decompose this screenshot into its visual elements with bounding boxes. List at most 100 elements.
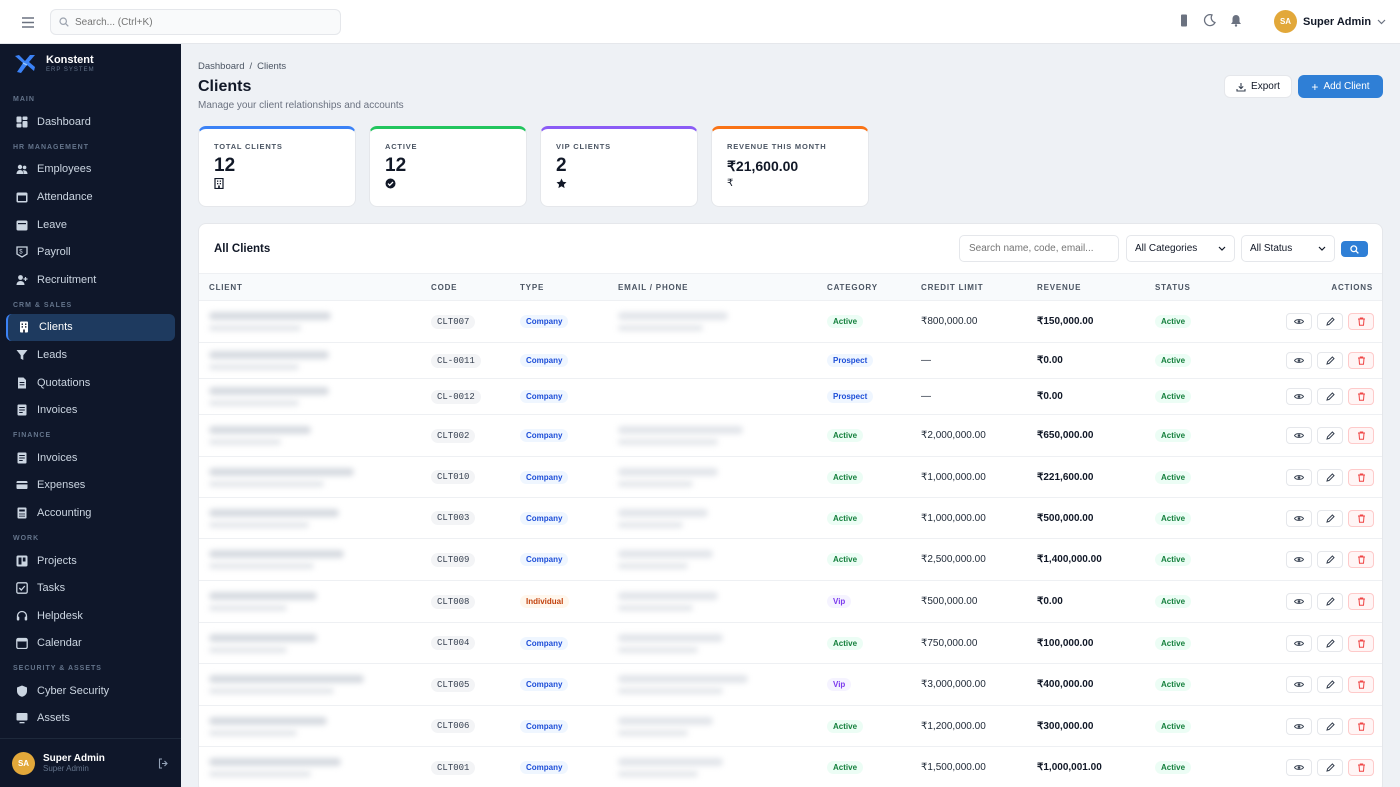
check-circle-icon	[385, 178, 396, 189]
sidebar-item-helpdesk[interactable]: Helpdesk	[6, 602, 175, 630]
breadcrumb-dashboard[interactable]: Dashboard	[198, 61, 245, 72]
global-search[interactable]	[50, 9, 341, 35]
sidebar-item-label: Tasks	[37, 582, 66, 595]
delete-button[interactable]	[1348, 388, 1374, 405]
sidebar-item-calendar[interactable]: Calendar	[6, 630, 175, 658]
view-button[interactable]	[1286, 676, 1312, 693]
view-button[interactable]	[1286, 388, 1312, 405]
table-row[interactable]: CLT009 Company Active ₹2,500,000.00 ₹1,400,0…	[199, 538, 1382, 581]
logout-icon[interactable]	[158, 757, 169, 769]
sidebar-item-assets[interactable]: Assets	[6, 705, 175, 733]
edit-button[interactable]	[1317, 634, 1343, 652]
user-menu[interactable]: SA Super Admin	[1274, 10, 1386, 33]
sidebar-item-accounting[interactable]: Accounting	[6, 499, 175, 527]
table-row[interactable]: CLT007 Company Active ₹800,000.00 ₹150,000.0…	[199, 300, 1382, 343]
sidebar-item-expenses[interactable]: Expenses	[6, 472, 175, 500]
table-row[interactable]: CLT003 Company Active ₹1,000,000.00 ₹500,000…	[199, 497, 1382, 539]
table-row[interactable]: CL-0012 Company Prospect — ₹0.00 Active	[199, 378, 1382, 415]
brand[interactable]: Konstent ERP SYSTEM	[13, 52, 95, 76]
table-row[interactable]: CLT010 Company Active ₹1,000,000.00 ₹221,600…	[199, 456, 1382, 498]
view-button[interactable]	[1286, 468, 1312, 486]
svg-text:$: $	[19, 250, 23, 256]
table-row[interactable]: CL-0011 Company Prospect — ₹0.00 Active	[199, 342, 1382, 379]
edit-button[interactable]	[1317, 676, 1343, 693]
view-button[interactable]	[1286, 313, 1312, 330]
client-code: CLT004	[431, 636, 476, 650]
delete-button[interactable]	[1348, 593, 1374, 610]
edit-button[interactable]	[1317, 468, 1343, 486]
export-button[interactable]: Export	[1224, 75, 1292, 98]
delete-button[interactable]	[1348, 759, 1374, 776]
view-button[interactable]	[1286, 551, 1312, 568]
sidebar-item-leave[interactable]: Leave	[6, 211, 175, 239]
edit-button[interactable]	[1317, 352, 1343, 369]
view-button[interactable]	[1286, 509, 1312, 527]
table-row[interactable]: CLT006 Company Active ₹1,200,000.00 ₹300,000…	[199, 705, 1382, 747]
actions-cell	[1245, 342, 1382, 379]
view-button[interactable]	[1286, 593, 1312, 610]
search-button[interactable]	[1341, 241, 1368, 257]
view-button[interactable]	[1286, 634, 1312, 652]
logo-icon	[15, 55, 35, 73]
status-filter[interactable]: All Status	[1241, 235, 1335, 262]
edit-button[interactable]	[1317, 759, 1343, 776]
dark-mode-icon[interactable]	[1203, 14, 1216, 27]
delete-button[interactable]	[1348, 427, 1374, 444]
view-button[interactable]	[1286, 759, 1312, 776]
delete-button[interactable]	[1348, 634, 1374, 652]
sidebar-item-invoices[interactable]: Invoices	[6, 396, 175, 424]
add-client-button[interactable]: + Add Client	[1298, 75, 1383, 98]
mobile-icon[interactable]	[1179, 14, 1189, 27]
code-cell: CLT007	[431, 300, 520, 343]
table-row[interactable]: CLT005 Company Vip ₹3,000,000.00 ₹400,000.00…	[199, 663, 1382, 706]
sidebar-item-recruitment[interactable]: Recruitment	[6, 266, 175, 294]
edit-button[interactable]	[1317, 593, 1343, 610]
edit-button[interactable]	[1317, 717, 1343, 735]
sidebar-item-cyber-security[interactable]: Cyber Security	[6, 677, 175, 705]
delete-button[interactable]	[1348, 509, 1374, 527]
sidebar-item-dashboard[interactable]: Dashboard	[6, 108, 175, 136]
sidebar-item-tasks[interactable]: Tasks	[6, 574, 175, 602]
revenue: ₹221,600.00	[1037, 456, 1155, 498]
delete-button[interactable]	[1348, 551, 1374, 568]
edit-button[interactable]	[1317, 509, 1343, 527]
trash-icon	[1357, 639, 1365, 648]
table-search-input[interactable]	[959, 235, 1119, 262]
table-row[interactable]: CLT001 Company Active ₹1,500,000.00 ₹1,000,0…	[199, 746, 1382, 787]
menu-icon[interactable]	[22, 15, 34, 33]
delete-button[interactable]	[1348, 676, 1374, 693]
sidebar-item-invoices[interactable]: Invoices	[6, 444, 175, 472]
edit-button[interactable]	[1317, 313, 1343, 330]
sidebar-item-employees[interactable]: Employees	[6, 156, 175, 184]
sidebar-item-leads[interactable]: Leads	[6, 341, 175, 369]
view-button[interactable]	[1286, 717, 1312, 735]
search-icon	[1350, 244, 1359, 254]
edit-button[interactable]	[1317, 388, 1343, 405]
view-button[interactable]	[1286, 352, 1312, 369]
delete-button[interactable]	[1348, 468, 1374, 486]
category-filter[interactable]: All Categories	[1126, 235, 1235, 262]
delete-button[interactable]	[1348, 717, 1374, 735]
search-icon	[59, 17, 69, 27]
sidebar-item-clients[interactable]: Clients	[6, 313, 175, 342]
sidebar-item-payroll[interactable]: $ Payroll	[6, 238, 175, 266]
table-row[interactable]: CLT008 Individual Vip ₹500,000.00 ₹0.00 Activ…	[199, 580, 1382, 623]
sidebar-item-label: Payroll	[37, 246, 71, 259]
edit-button[interactable]	[1317, 427, 1343, 444]
delete-button[interactable]	[1348, 313, 1374, 330]
pencil-icon	[1325, 638, 1335, 648]
sidebar-item-attendance[interactable]: Attendance	[6, 183, 175, 211]
view-button[interactable]	[1286, 427, 1312, 444]
bell-icon[interactable]	[1230, 14, 1242, 27]
category-cell: Active	[827, 456, 921, 498]
table-row[interactable]: CLT004 Company Active ₹750,000.00 ₹100,000.0…	[199, 622, 1382, 664]
table-row[interactable]: CLT002 Company Active ₹2,000,000.00 ₹650,000…	[199, 414, 1382, 457]
global-search-input[interactable]	[75, 16, 315, 28]
stat-value: 2	[556, 155, 567, 176]
type-cell: Company	[520, 456, 618, 498]
actions-cell	[1245, 705, 1382, 747]
delete-button[interactable]	[1348, 352, 1374, 369]
edit-button[interactable]	[1317, 551, 1343, 568]
sidebar-item-quotations[interactable]: Quotations	[6, 369, 175, 397]
sidebar-item-projects[interactable]: Projects	[6, 547, 175, 575]
